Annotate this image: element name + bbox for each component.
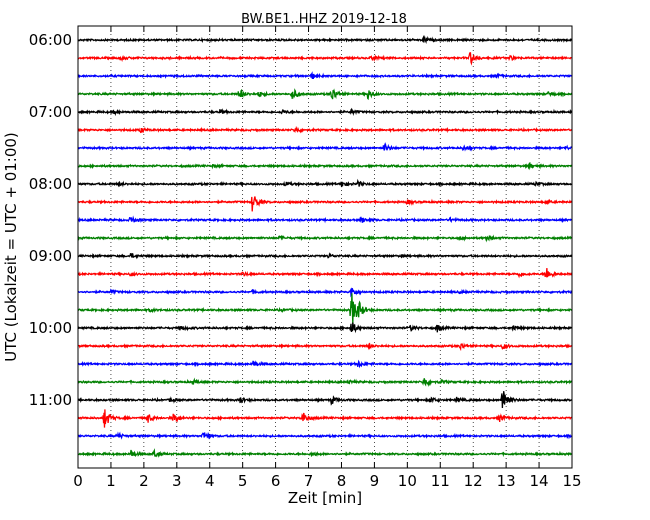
x-tick-label: 6 [271,472,281,490]
trace-0945 [77,293,573,324]
y-tick-label: 11:00 [29,391,72,409]
x-tick-label: 11 [431,472,450,490]
trace-0800 [77,178,573,188]
trace-0745 [77,162,573,171]
y-axis-label: UTC (Lokalzeit = UTC + 01:00) [2,132,20,362]
x-tick-label: 0 [73,472,83,490]
x-tick-label: 13 [497,472,516,490]
trace-0930 [77,287,573,298]
trace-1045 [77,377,573,387]
trace-0915 [77,268,573,279]
trace-0715 [77,125,573,134]
trace-0700 [77,107,573,117]
x-tick-label: 2 [139,472,149,490]
axis-ticks: 0 1 2 3 4 5 6 7 8 9 10 11 12 13 14 1506:0007:0008:0009:… [29,26,582,490]
vertical-grid [110,26,540,468]
plot-frame [77,25,573,469]
trace-1115 [77,409,573,428]
x-tick-label: 5 [238,472,248,490]
trace-0615 [77,51,572,66]
x-tick-label: 7 [304,472,314,490]
x-tick-label: 9 [370,472,380,490]
trace-0645 [77,88,573,101]
y-tick-label: 09:00 [29,247,72,265]
y-tick-label: 06:00 [29,31,72,49]
x-tick-label: 15 [562,472,581,490]
trace-0600 [77,35,573,45]
trace-1130 [77,431,573,440]
y-tick-label: 07:00 [29,103,72,121]
trace-0830 [77,215,573,224]
x-tick-label: 8 [337,472,347,490]
x-tick-label: 1 [106,472,116,490]
seismic-traces [77,35,573,458]
trace-1015 [77,342,573,352]
chart-title: BW.BE1..HHZ 2019-12-18 [241,12,407,27]
trace-0845 [77,234,573,243]
trace-0900 [77,252,573,260]
trace-0815 [77,196,573,212]
trace-1000 [77,322,573,334]
y-tick-label: 08:00 [29,175,72,193]
trace-1030 [77,359,573,369]
trace-1100 [77,391,573,409]
x-tick-label: 12 [464,472,483,490]
x-tick-label: 14 [530,472,549,490]
x-tick-label: 4 [205,472,215,490]
x-tick-label: 3 [172,472,182,490]
x-axis-label: Zeit [min] [288,489,362,507]
y-tick-label: 10:00 [29,319,72,337]
trace-0730 [77,142,573,152]
x-tick-label: 10 [398,472,417,490]
trace-1145 [77,448,573,458]
trace-0630 [77,71,573,80]
